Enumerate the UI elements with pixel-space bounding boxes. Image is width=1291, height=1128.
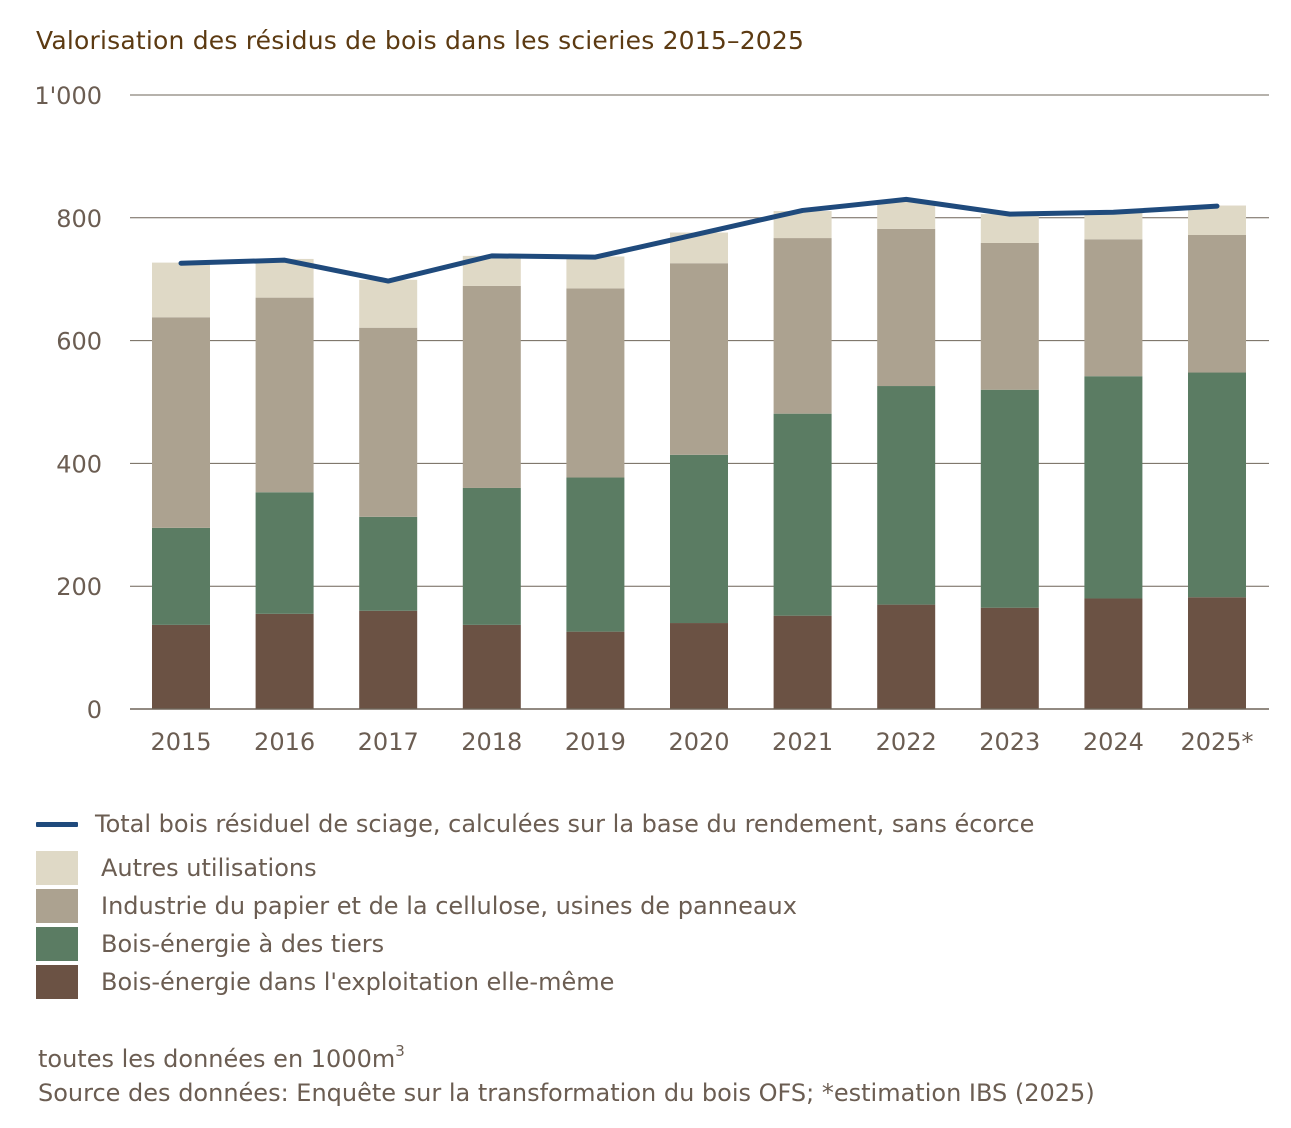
bar-segment <box>980 607 1039 709</box>
y-tick-label: 1'000 <box>34 82 102 110</box>
bar-segment <box>1188 372 1246 598</box>
bar-segment <box>773 615 832 709</box>
x-tick-label: 2025* <box>1180 728 1253 756</box>
bar-segment <box>566 288 625 478</box>
bar-segment <box>670 263 728 455</box>
source-note: Source des données: Enquête sur la trans… <box>38 1079 1095 1107</box>
bar-segment <box>152 527 210 625</box>
bar-segment <box>1188 205 1246 235</box>
legend-item-autres: Autres utilisations <box>36 850 317 886</box>
bar-segment <box>359 279 418 328</box>
legend-item-tiers: Bois-énergie à des tiers <box>36 926 384 962</box>
y-tick-label: 600 <box>56 328 102 356</box>
x-tick-label: 2024 <box>1083 728 1144 756</box>
x-tick-label: 2020 <box>668 728 729 756</box>
chart-title: Valorisation des résidus de bois dans le… <box>36 26 805 55</box>
bar-segment <box>1084 211 1143 240</box>
bar-segment <box>462 285 521 488</box>
legend-item-exploitation: Bois-énergie dans l'exploitation elle-mê… <box>36 964 614 1000</box>
bar-segment <box>1188 234 1246 373</box>
legend-label-papier: Industrie du papier et de la cellulose, … <box>101 892 797 920</box>
bar-segment <box>1084 598 1143 709</box>
legend-label-autres: Autres utilisations <box>101 854 317 882</box>
x-tick-label: 2023 <box>979 728 1040 756</box>
bar-segment <box>462 624 521 709</box>
bar-segment <box>1188 597 1246 709</box>
bar-segment <box>670 454 728 624</box>
bar-segment <box>773 413 832 616</box>
bar-segment <box>670 623 728 709</box>
bar-segment <box>566 477 625 632</box>
bar-segment <box>255 297 314 493</box>
x-tick-label: 2018 <box>461 728 522 756</box>
chart-plot: 0 200 400 600 800 1'000 2015 2016 2017 2018 2019 20… <box>34 82 1269 756</box>
bar-segment <box>462 487 521 625</box>
y-tick-label: 0 <box>87 696 102 724</box>
bar-segment <box>152 262 210 318</box>
legend-swatch-tiers <box>36 927 78 961</box>
x-tick-label: 2015 <box>150 728 211 756</box>
legend-label-exploitation: Bois-énergie dans l'exploitation elle-mê… <box>101 968 615 996</box>
bar-segment <box>980 214 1039 243</box>
x-tick-label: 2022 <box>876 728 937 756</box>
legend-label-total: Total bois résiduel de sciage, calculées… <box>95 810 1035 838</box>
bar-segment <box>773 238 832 414</box>
x-tick-label: 2016 <box>254 728 315 756</box>
y-tick-label: 200 <box>56 573 102 601</box>
bar-segment <box>980 242 1039 390</box>
legend-swatch-autres <box>36 851 78 885</box>
bar-segment <box>255 613 314 709</box>
bar-segment <box>359 327 418 517</box>
units-note: toutes les données en 1000m3 <box>38 1042 405 1073</box>
bar-segment <box>152 317 210 528</box>
bar-segment <box>1084 376 1143 599</box>
legend-item-total: Total bois résiduel de sciage, calculées… <box>36 806 1034 842</box>
legend-swatch-total <box>36 821 78 827</box>
bar-segment <box>152 624 210 709</box>
y-tick-label: 400 <box>56 450 102 478</box>
bar-segment <box>255 492 314 614</box>
x-tick-label: 2021 <box>772 728 833 756</box>
bar-segment <box>877 604 936 709</box>
x-tick-label: 2019 <box>565 728 626 756</box>
bar-segment <box>877 201 936 229</box>
bar-segment <box>566 256 625 289</box>
legend-item-papier: Industrie du papier et de la cellulose, … <box>36 888 797 924</box>
legend-swatch-papier <box>36 889 78 923</box>
bar-segment <box>877 228 936 387</box>
y-tick-label: 800 <box>56 205 102 233</box>
bar-segment <box>359 610 418 709</box>
footnotes: toutes les données en 1000m3 Source des … <box>38 1036 1095 1110</box>
bar-segment <box>877 386 936 605</box>
bar-segment <box>566 631 625 709</box>
legend-swatch-exploitation <box>36 965 78 999</box>
x-tick-label: 2017 <box>358 728 419 756</box>
legend-label-tiers: Bois-énergie à des tiers <box>101 930 385 958</box>
bar-segment <box>980 389 1039 608</box>
bar-segment <box>359 516 418 611</box>
bar-segment <box>1084 239 1143 377</box>
